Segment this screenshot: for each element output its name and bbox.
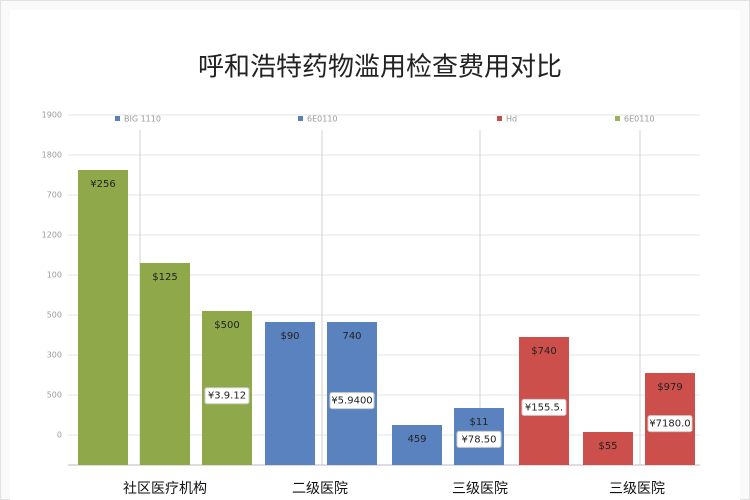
legend-label: 6E0110 (624, 115, 655, 124)
x-tick-label: 三级医院 (609, 481, 665, 497)
y-tick-label: 1900 (42, 111, 62, 120)
inner-label: ¥155.5. (525, 402, 563, 413)
inner-label-box (647, 415, 693, 433)
bar (140, 263, 190, 465)
inner-label: ¥7180.0 (649, 419, 690, 430)
y-tick-label: 700 (47, 191, 62, 200)
bar-label: $500 (214, 320, 239, 331)
y-tick-label: 1200 (42, 231, 62, 240)
chart-title: 呼和浩特药物滥用检查费用对比 (198, 53, 562, 83)
inner-label: ¥78.50 (462, 434, 497, 445)
bar (583, 432, 633, 465)
inner-label-box (521, 398, 567, 416)
bar-label: ¥256 (90, 179, 115, 190)
bar (78, 170, 128, 465)
x-tick-label: 三级医院 (452, 481, 508, 497)
bar-label: $90 (280, 331, 299, 342)
y-tick-label: 100 (47, 271, 62, 280)
legend-swatch (497, 116, 502, 121)
bar-label: $125 (152, 272, 177, 283)
x-tick-label: 二级医院 (292, 481, 348, 497)
legend-swatch (298, 116, 303, 121)
bar (392, 425, 442, 465)
y-tick-label: 500 (47, 391, 62, 400)
legend-swatch (115, 116, 120, 121)
y-tick-label: 500 (47, 311, 62, 320)
y-tick-label: 0 (57, 431, 62, 440)
bar (265, 322, 315, 465)
legend-label: Hd (506, 115, 517, 124)
bar-label: $11 (469, 417, 488, 428)
bar-label: 459 (407, 434, 426, 445)
inner-label: ¥5.9400 (331, 396, 372, 407)
bar-label: 740 (342, 331, 361, 342)
bar-label: $979 (657, 382, 682, 393)
bar-label: $740 (531, 346, 556, 357)
legend-label: 6E0110 (307, 115, 338, 124)
inner-label-box (329, 392, 375, 410)
inner-label-box (204, 387, 250, 405)
x-tick-label: 社区医疗机构 (123, 481, 207, 497)
y-tick-label: 1800 (42, 151, 62, 160)
inner-label-box (456, 430, 502, 448)
legend-label: BIG 1110 (124, 115, 161, 124)
inner-label: ¥3.9.12 (208, 391, 246, 402)
y-tick-label: 300 (47, 351, 62, 360)
legend-swatch (615, 116, 620, 121)
bar-label: $55 (598, 441, 617, 452)
